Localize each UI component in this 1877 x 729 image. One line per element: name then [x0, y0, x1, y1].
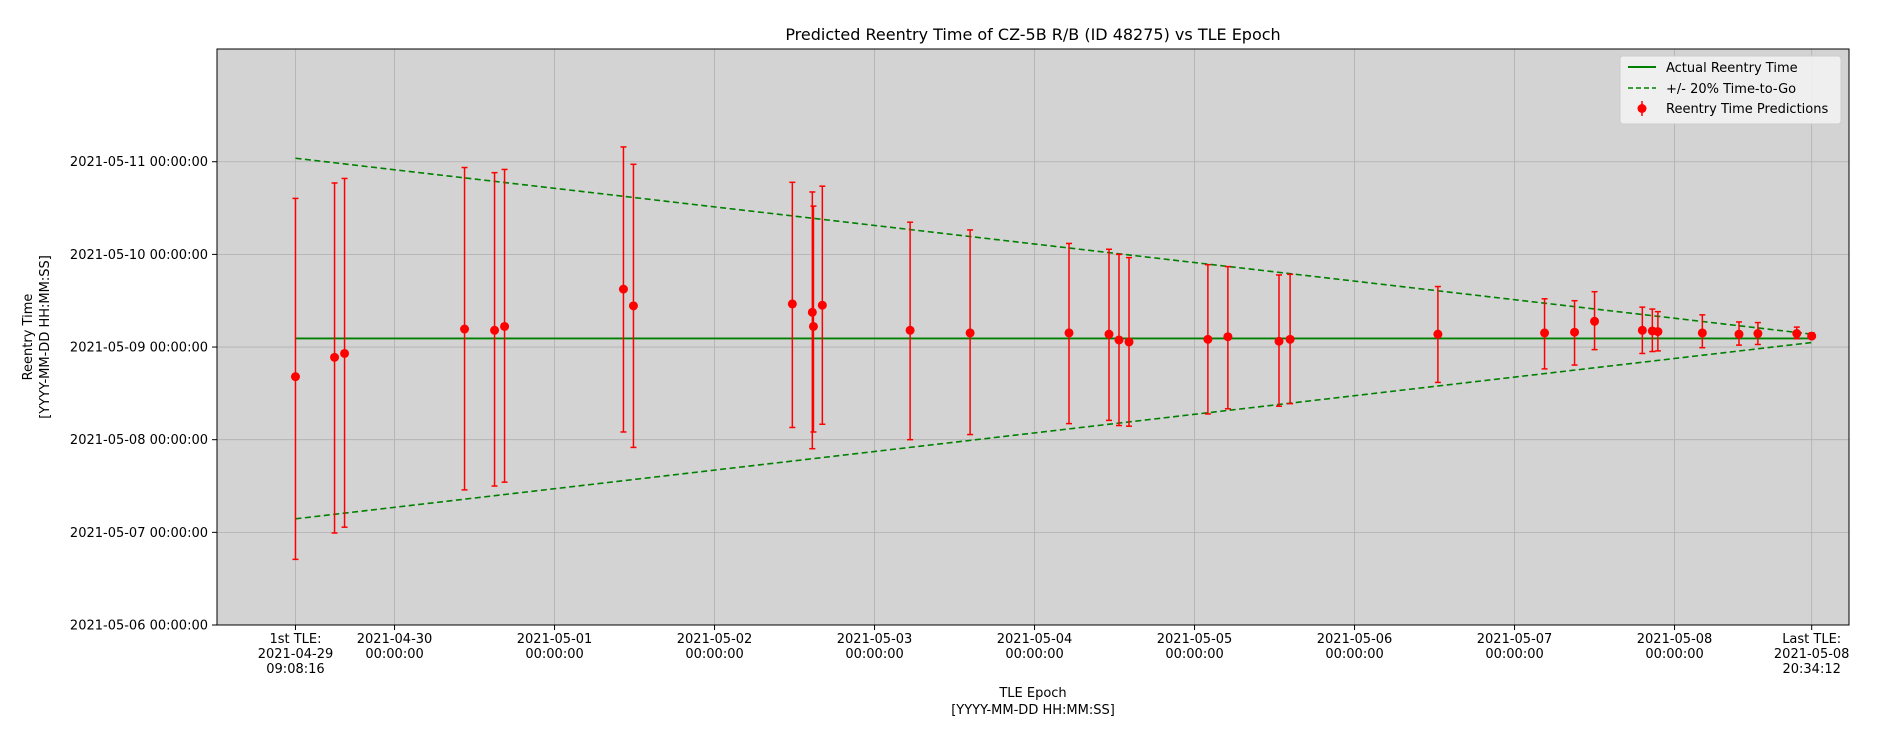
band-line-lower — [295, 341, 1812, 520]
x-tick-label: 00:00:00 — [685, 647, 743, 662]
x-tick-label: 00:00:00 — [525, 647, 583, 662]
prediction-point — [628, 301, 638, 311]
y-tick-label: 2021-05-10 00:00:00 — [70, 248, 208, 263]
x-tick-label: 1st TLE: — [269, 632, 321, 647]
y-axis-ticks: 2021-05-06 00:00:00 2021-05-07 00:00:00 20… — [70, 155, 217, 634]
prediction-point — [965, 328, 975, 338]
x-tick-label: 00:00:00 — [1645, 647, 1703, 662]
x-tick-label: 20:34:12 — [1782, 662, 1840, 677]
prediction-point — [1734, 329, 1744, 339]
y-tick-label: 2021-05-07 00:00:00 — [70, 526, 208, 541]
prediction-point — [817, 300, 827, 310]
prediction-points — [290, 146, 1817, 561]
x-tick-label: 2021-05-08 — [1774, 647, 1850, 662]
legend: Actual Reentry Time +/- 20% Time-to-Go R… — [1619, 55, 1842, 125]
prediction-point — [1124, 337, 1134, 347]
x-tick-label: 2021-04-29 — [258, 647, 334, 662]
x-tick-label: 00:00:00 — [845, 647, 903, 662]
prediction-point — [618, 284, 628, 294]
y-tick-label: 2021-05-06 00:00:00 — [70, 619, 208, 634]
prediction-point — [1285, 334, 1295, 344]
prediction-point — [500, 321, 510, 331]
prediction-point — [1653, 327, 1663, 337]
legend-actual-label: Actual Reentry Time — [1666, 61, 1798, 76]
prediction-point — [1104, 329, 1114, 339]
prediction-point — [787, 299, 797, 309]
x-tick-label: 00:00:00 — [1165, 647, 1223, 662]
y-tick-label: 2021-05-11 00:00:00 — [70, 155, 208, 170]
prediction-point — [1540, 328, 1550, 338]
plot-frame — [216, 48, 1850, 626]
legend-box — [1619, 55, 1842, 125]
prediction-point — [1570, 327, 1580, 337]
prediction-point — [340, 348, 350, 358]
prediction-point — [808, 321, 818, 331]
prediction-point — [490, 325, 500, 335]
x-tick-label: 2021-05-08 — [1637, 632, 1713, 647]
x-tick-label: Last TLE: — [1782, 632, 1841, 647]
x-tick-label: 2021-05-01 — [517, 632, 593, 647]
y-tick-label: 2021-05-08 00:00:00 — [70, 433, 208, 448]
prediction-point — [1792, 329, 1802, 339]
prediction-point — [1697, 328, 1707, 338]
legend-band-label: +/- 20% Time-to-Go — [1666, 82, 1796, 97]
x-tick-label: 2021-05-03 — [837, 632, 913, 647]
y-axis-label-line2: [YYYY-MM-DD HH:MM:SS] — [38, 255, 53, 419]
prediction-point — [330, 352, 340, 362]
y-axis-label-line1: Reentry Time — [21, 294, 36, 381]
x-tick-label: 2021-05-06 — [1317, 632, 1393, 647]
prediction-point — [1590, 316, 1600, 326]
x-axis-ticks: 1st TLE:2021-04-2909:08:162021-04-3000:0… — [258, 625, 1850, 677]
chart-title: Predicted Reentry Time of CZ-5B R/B (ID … — [785, 25, 1280, 44]
legend-prediction-marker — [1637, 104, 1647, 113]
x-tick-label: 2021-05-05 — [1157, 632, 1233, 647]
x-tick-label: 2021-04-30 — [357, 632, 433, 647]
prediction-point — [1114, 335, 1124, 345]
x-tick-label: 2021-05-07 — [1477, 632, 1553, 647]
band-lines — [295, 157, 1812, 520]
prediction-point — [905, 325, 915, 335]
prediction-point — [1203, 334, 1213, 344]
x-tick-label: 2021-05-04 — [997, 632, 1073, 647]
x-tick-label: 2021-05-02 — [677, 632, 753, 647]
x-axis-label-line2: [YYYY-MM-DD HH:MM:SS] — [951, 703, 1115, 718]
prediction-point — [1637, 325, 1647, 335]
x-tick-label: 00:00:00 — [365, 647, 423, 662]
x-axis-label-line1: TLE Epoch — [998, 686, 1066, 701]
prediction-point — [807, 307, 817, 317]
x-tick-label: 09:08:16 — [266, 662, 324, 677]
x-tick-label: 00:00:00 — [1485, 647, 1543, 662]
plot-area — [217, 49, 1849, 625]
legend-prediction-label: Reentry Time Predictions — [1666, 102, 1828, 117]
x-tick-label: 00:00:00 — [1005, 647, 1063, 662]
prediction-point — [1274, 336, 1284, 346]
prediction-point — [1433, 329, 1443, 339]
prediction-point — [1223, 332, 1233, 342]
prediction-point — [1064, 328, 1074, 338]
x-tick-label: 00:00:00 — [1325, 647, 1383, 662]
prediction-point — [290, 372, 300, 382]
band-line-upper — [295, 157, 1812, 335]
prediction-point — [460, 324, 470, 334]
y-tick-label: 2021-05-09 00:00:00 — [70, 341, 208, 356]
prediction-point — [1807, 331, 1817, 341]
prediction-point — [1753, 329, 1763, 339]
